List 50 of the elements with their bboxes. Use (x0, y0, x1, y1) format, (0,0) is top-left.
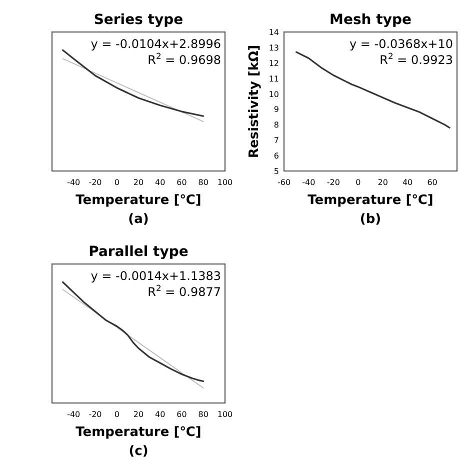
x-tick-label: 40 (402, 178, 413, 187)
chart-title: Parallel type (88, 244, 188, 260)
x-tick-label: -20 (326, 178, 340, 187)
x-tick-label: 80 (198, 410, 208, 419)
y-tick-label: 8 (274, 120, 279, 130)
annotation: R$^{2}$ = 0.9877 (148, 283, 221, 299)
x-tick-label: 20 (378, 178, 388, 187)
x-axis-title: Temperature [℃] (76, 425, 202, 440)
x-tick-label: 20 (133, 178, 144, 187)
y-tick-label: 5 (274, 167, 279, 176)
x-tick-label: -40 (67, 178, 80, 187)
x-tick-label: 40 (155, 178, 166, 187)
x-tick-label: -60 (277, 178, 291, 187)
y-tick-label: 13 (268, 43, 279, 52)
y-tick-label: 12 (268, 58, 279, 68)
x-axis-title: Temperature [℃] (308, 193, 434, 208)
x-tick-label: -20 (88, 410, 102, 419)
y-tick-label: 11 (268, 74, 279, 84)
x-axis-title: Temperature [℃] (76, 193, 202, 208)
x-tick-label: 60 (176, 178, 187, 187)
annotation: R$^{2}$ = 0.9698 (148, 51, 221, 67)
x-tick-label: -40 (302, 178, 316, 187)
y-tick-label: 9 (274, 105, 279, 114)
annotation: y = -0.0014x+1.1383 (90, 269, 221, 283)
x-tick-label: -20 (88, 178, 102, 187)
annotation: y = -0.0368x+10 (349, 37, 453, 51)
text: (c) (128, 444, 148, 459)
line-series (296, 51, 450, 129)
y-tick-label: 6 (274, 152, 279, 161)
y-tick-label: 14 (268, 28, 279, 37)
annotation: y = -0.0104x+2.8996 (90, 37, 221, 51)
x-tick-label: 100 (217, 178, 233, 187)
x-tick-label: 60 (427, 178, 438, 187)
chart-title: Series type (94, 12, 184, 28)
x-tick-label: 20 (133, 410, 144, 419)
y-tick-label: 7 (274, 136, 279, 146)
text: (b) (360, 212, 382, 227)
x-tick-label: 60 (176, 410, 187, 419)
x-tick-label: 0 (114, 178, 120, 187)
y-axis-title: Resistivity [kΩ] (247, 44, 262, 158)
x-tick-label: 80 (198, 178, 208, 187)
x-tick-label: 0 (356, 178, 361, 187)
x-tick-label: 100 (217, 410, 233, 419)
x-tick-label: -40 (67, 410, 80, 419)
text: (a) (128, 212, 149, 227)
annotation: R$^{2}$ = 0.9923 (380, 51, 453, 67)
y-tick-label: 10 (268, 90, 279, 99)
x-tick-label: 40 (155, 410, 166, 419)
x-tick-label: 0 (114, 410, 120, 419)
chart-title: Mesh type (330, 12, 412, 28)
